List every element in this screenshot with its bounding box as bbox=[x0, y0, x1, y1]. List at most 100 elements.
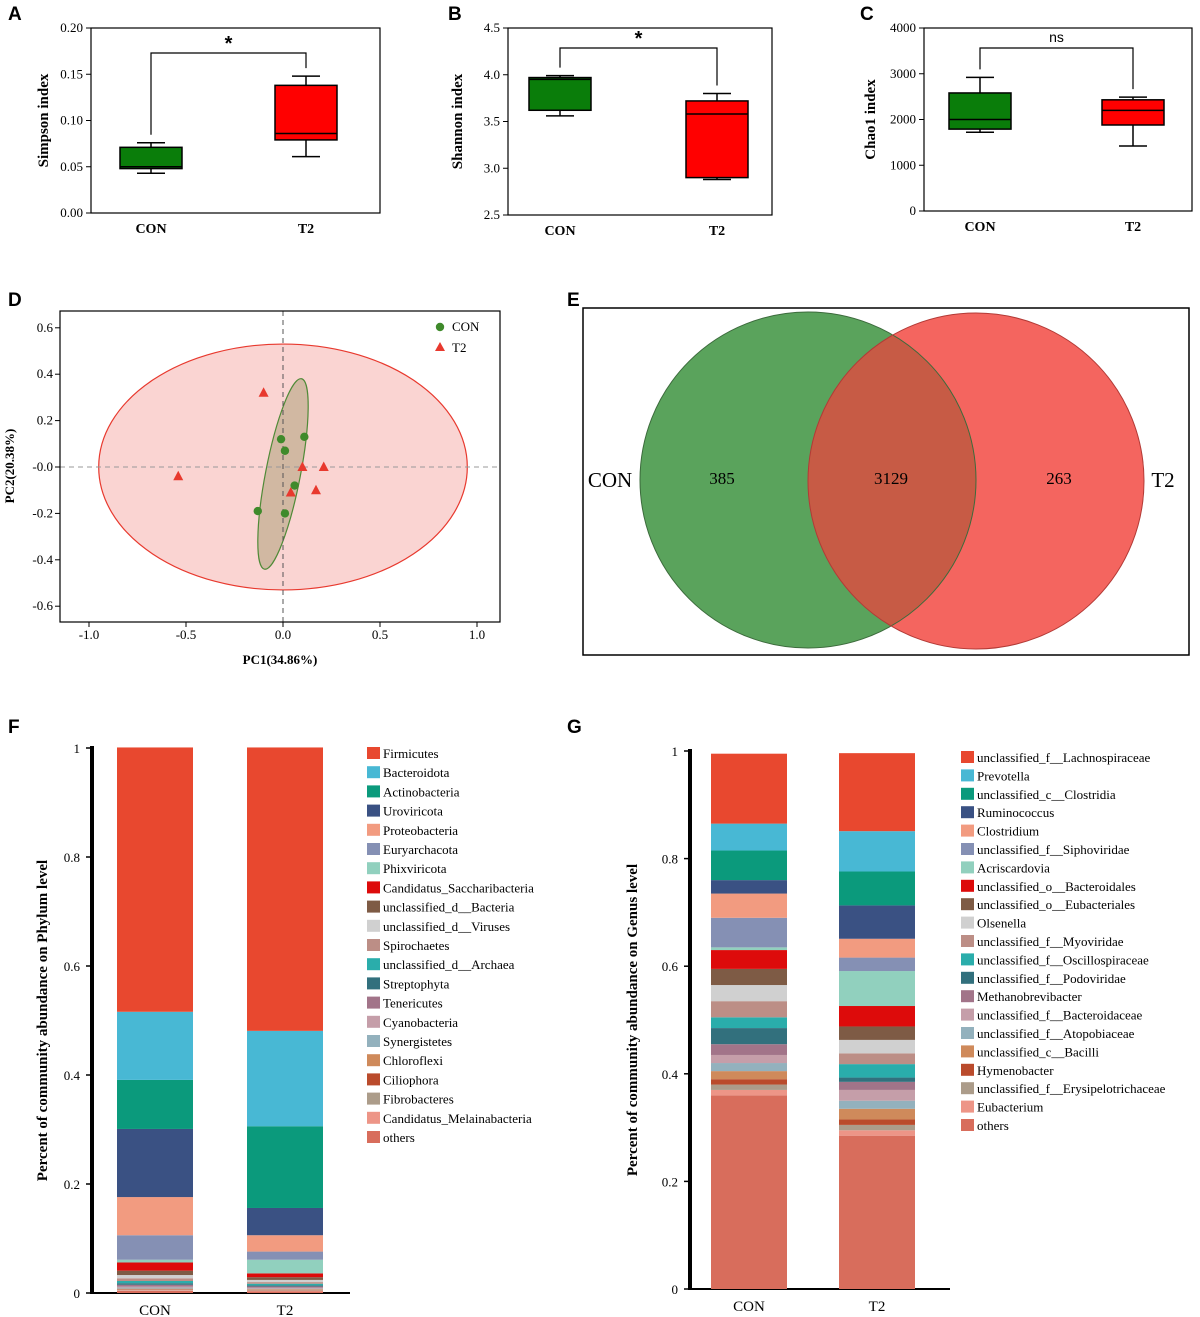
legend-label: Prevotella bbox=[977, 768, 1030, 783]
venn-count-con-only: 385 bbox=[709, 469, 735, 488]
bar-segment-con bbox=[117, 1287, 193, 1289]
legend-label: unclassified_f__Myoviridae bbox=[977, 934, 1124, 949]
legend-label: others bbox=[383, 1130, 415, 1145]
bar-segment-t2 bbox=[247, 1235, 323, 1252]
legend-swatch bbox=[367, 1035, 380, 1047]
y-tick-label: 0.4 bbox=[662, 1067, 679, 1082]
y-tick-label: 1 bbox=[74, 741, 81, 756]
legend-swatch bbox=[367, 977, 380, 990]
y-tick-label: 1000 bbox=[890, 157, 916, 172]
legend-swatch bbox=[367, 881, 380, 894]
bar-segment-t2 bbox=[247, 1290, 323, 1291]
bar-segment-t2 bbox=[247, 1251, 323, 1260]
x-category-label: T2 bbox=[298, 222, 314, 237]
bar-segment-t2 bbox=[839, 957, 915, 972]
legend-label-t2: T2 bbox=[452, 340, 466, 355]
scatter-point-con bbox=[290, 481, 299, 490]
legend-marker-t2 bbox=[435, 342, 445, 351]
bar-segment-con bbox=[711, 1044, 787, 1055]
legend-label: unclassified_f__Siphoviridae bbox=[977, 842, 1130, 857]
scatter-point-con bbox=[276, 434, 286, 444]
legend-marker-con bbox=[435, 322, 445, 332]
bar-segment-t2 bbox=[247, 1279, 323, 1283]
bar-segment-con bbox=[711, 985, 787, 1002]
legend-label: unclassified_f__Lachnospiraceae bbox=[977, 750, 1150, 765]
y-tick-label: 0.6 bbox=[37, 320, 54, 335]
y-axis-label: Chao1 index bbox=[863, 79, 879, 160]
legend-label: Cyanobacteria bbox=[383, 1015, 458, 1030]
legend-label: unclassified_o__Bacteroidales bbox=[977, 879, 1136, 894]
y-tick-label: 0.4 bbox=[64, 1068, 81, 1083]
bar-segment-t2 bbox=[247, 1289, 323, 1291]
venn-intersection bbox=[808, 313, 976, 648]
legend-label: unclassified_d__Viruses bbox=[383, 919, 510, 934]
bar-segment-t2 bbox=[247, 1259, 323, 1274]
bar-segment-t2 bbox=[839, 1124, 915, 1131]
bar-segment-con bbox=[711, 850, 787, 881]
legend-label: Streptophyta bbox=[383, 976, 450, 991]
legend-swatch bbox=[961, 806, 974, 819]
legend-label: unclassified_d__Bacteria bbox=[383, 900, 515, 915]
x-category-label: CON bbox=[135, 222, 166, 237]
bar-segment-con bbox=[711, 753, 787, 824]
legend-swatch bbox=[367, 823, 380, 836]
legend-swatch bbox=[367, 900, 380, 913]
y-axis-label: PC2(20.38%) bbox=[2, 429, 17, 504]
legend-swatch bbox=[961, 971, 974, 984]
x-tick-label: -0.5 bbox=[176, 627, 197, 642]
x-category-label: T2 bbox=[1125, 220, 1141, 235]
legend-swatch bbox=[961, 898, 974, 911]
bar-segment-t2 bbox=[839, 1006, 915, 1027]
bar-segment-con bbox=[711, 1063, 787, 1072]
panel-e-venn-diagram: E 385 3129 263 CON T2 bbox=[567, 290, 1190, 656]
legend-label: unclassified_f__Erysipelotrichaceae bbox=[977, 1081, 1166, 1096]
y-tick-label: 0 bbox=[910, 203, 917, 218]
legend-swatch bbox=[367, 747, 380, 759]
legend-swatch bbox=[961, 751, 974, 763]
y-tick-label: -0.2 bbox=[32, 505, 53, 520]
y-tick-label: 0.15 bbox=[60, 66, 83, 81]
bar-segment-t2 bbox=[247, 1287, 323, 1289]
legend-label: Eubacterium bbox=[977, 1100, 1043, 1115]
bar-segment-con bbox=[117, 1079, 193, 1129]
venn-outline-t2 bbox=[807, 312, 1145, 650]
legend-swatch bbox=[961, 861, 974, 874]
bar-segment-con bbox=[117, 1262, 193, 1271]
legend-label: Ciliophora bbox=[383, 1072, 439, 1087]
legend-label: Synergistetes bbox=[383, 1034, 452, 1049]
legend-label: Methanobrevibacter bbox=[977, 989, 1082, 1004]
legend-label: Actinobacteria bbox=[383, 784, 460, 799]
scatter-point-t2 bbox=[318, 461, 329, 471]
iqr-box-con bbox=[528, 76, 592, 112]
bar-segment-t2 bbox=[247, 1288, 323, 1290]
bar-segment-t2 bbox=[247, 747, 323, 1031]
bar-segment-t2 bbox=[839, 1064, 915, 1078]
bar-segment-con bbox=[711, 893, 787, 918]
bar-segment-con bbox=[117, 1275, 193, 1279]
bar-segment-t2 bbox=[839, 1130, 915, 1136]
legend-swatch bbox=[961, 843, 974, 855]
y-tick-label: -0.4 bbox=[32, 552, 53, 567]
bar-segment-t2 bbox=[247, 1289, 323, 1290]
legend-label: Euryarchacota bbox=[383, 842, 458, 857]
legend-swatch bbox=[961, 1082, 974, 1095]
legend-label: Ruminococcus bbox=[977, 805, 1054, 820]
bar-segment-con bbox=[711, 1017, 787, 1029]
bar-segment-con bbox=[711, 917, 787, 948]
bar-segment-con bbox=[711, 1079, 787, 1085]
significance-bracket bbox=[559, 47, 718, 86]
legend-swatch bbox=[961, 769, 974, 782]
legend-label: Tenericutes bbox=[383, 996, 443, 1011]
panel-b-shannon-boxplot: B 2.5 3.0 3.5 4.0 4.5 Shannon index CON T2 * bbox=[448, 4, 773, 239]
legend-label: Candidatus_Saccharibacteria bbox=[383, 880, 534, 895]
legend-swatch bbox=[367, 862, 380, 875]
panel-letter: A bbox=[8, 4, 22, 25]
y-tick-label: -0.0 bbox=[32, 459, 53, 474]
panel-letter: G bbox=[567, 717, 582, 738]
bar-segment-t2 bbox=[247, 1207, 323, 1236]
legend-swatch bbox=[367, 1092, 380, 1105]
legend-label: unclassified_c__Clostridia bbox=[977, 787, 1116, 802]
y-tick-label: 0.10 bbox=[60, 113, 83, 128]
legend-label: unclassified_o__Eubacteriales bbox=[977, 897, 1135, 912]
scatter-point-con bbox=[300, 432, 309, 442]
